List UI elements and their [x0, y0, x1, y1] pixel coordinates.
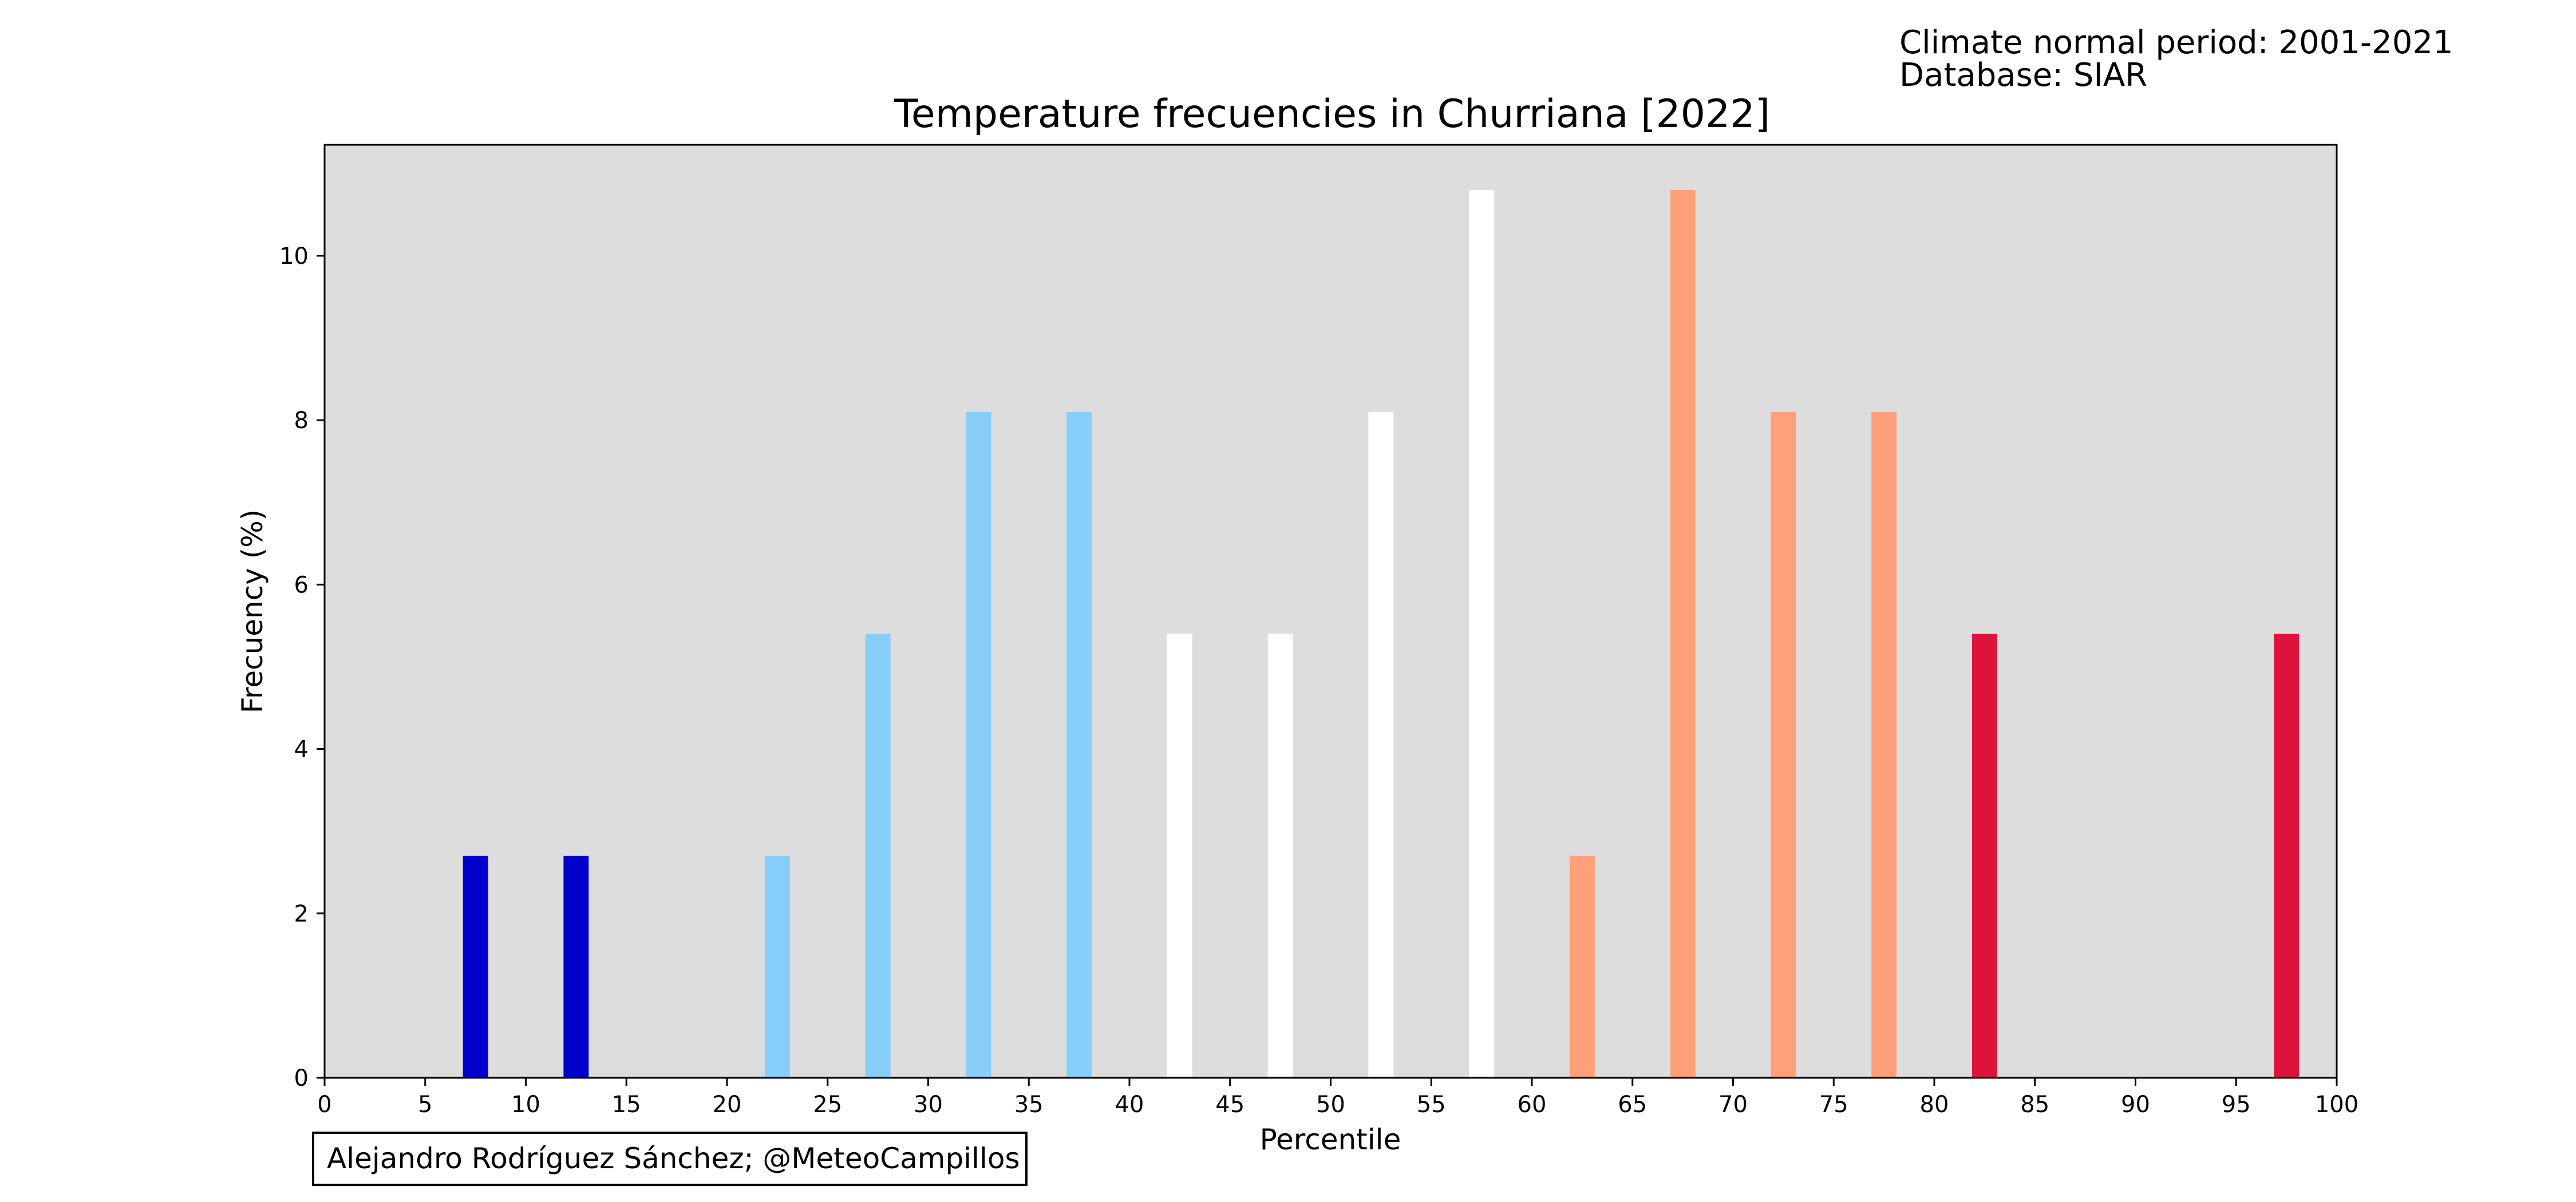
x-tick-label: 5: [418, 1092, 432, 1118]
x-tick-label: 65: [1618, 1092, 1647, 1118]
author-credit: Alejandro Rodríguez Sánchez; @MeteoCampi…: [312, 1132, 1028, 1186]
x-tick-label: 85: [2020, 1092, 2049, 1118]
x-tick-label: 30: [914, 1092, 943, 1118]
x-tick-label: 40: [1115, 1092, 1144, 1118]
y-tick-label: 4: [294, 737, 309, 763]
y-tick-label: 8: [294, 408, 309, 434]
x-tick-label: 25: [813, 1092, 842, 1118]
x-tick-label: 80: [1920, 1092, 1949, 1118]
database-note: Database: SIAR: [1899, 57, 2148, 94]
bars-layer: [463, 189, 2300, 1078]
x-tick-label: 90: [2121, 1092, 2150, 1118]
x-tick-label: 45: [1215, 1092, 1244, 1118]
x-tick-label: 20: [713, 1092, 742, 1118]
y-axis: 0 2 4 6 8 10: [279, 243, 325, 1092]
x-tick-label: 10: [511, 1092, 540, 1118]
bar-12.5: [563, 856, 589, 1078]
bar-32.5: [966, 412, 991, 1078]
bar-82.5: [1971, 634, 1997, 1078]
x-tick-label: 75: [1819, 1092, 1848, 1118]
bar-37.5: [1066, 412, 1092, 1078]
x-tick-label: 50: [1316, 1092, 1345, 1118]
y-tick-label: 2: [294, 901, 309, 927]
bar-57.5: [1469, 189, 1495, 1078]
y-tick-label: 0: [294, 1065, 309, 1092]
bar-7.5: [463, 856, 488, 1078]
y-axis-label: Frecuency (%): [236, 509, 269, 713]
bar-27.5: [865, 634, 891, 1078]
x-tick-label: 35: [1014, 1092, 1044, 1118]
bar-42.5: [1167, 634, 1192, 1078]
x-axis: 0 5 10 15 20 25 30 35 40 45 50 55 60 65 70 75 80 85 90 95 10…: [317, 1078, 2358, 1118]
bar-67.5: [1670, 189, 1696, 1078]
y-tick-label: 6: [294, 572, 309, 598]
x-tick-label: 60: [1518, 1092, 1547, 1118]
x-axis-label: Percentile: [1260, 1123, 1401, 1156]
x-tick-label: 95: [2222, 1092, 2251, 1118]
plot-area: [325, 145, 2337, 1078]
x-tick-label: 0: [317, 1092, 331, 1118]
y-tick-label: 10: [279, 243, 309, 270]
bar-62.5: [1569, 856, 1595, 1078]
x-tick-label: 100: [2315, 1092, 2358, 1118]
climate-normal-period-note: Climate normal period: 2001-2021: [1899, 24, 2453, 61]
chart-title: Temperature frecuencies in Churriana [20…: [894, 92, 1770, 137]
bar-97.5: [2274, 634, 2300, 1078]
bar-52.5: [1368, 412, 1394, 1078]
x-tick-label: 15: [612, 1092, 641, 1118]
bar-47.5: [1267, 634, 1293, 1078]
x-tick-label: 70: [1718, 1092, 1748, 1118]
bar-77.5: [1871, 412, 1897, 1078]
bar-22.5: [764, 856, 790, 1078]
x-tick-label: 55: [1417, 1092, 1446, 1118]
bar-72.5: [1771, 412, 1796, 1078]
